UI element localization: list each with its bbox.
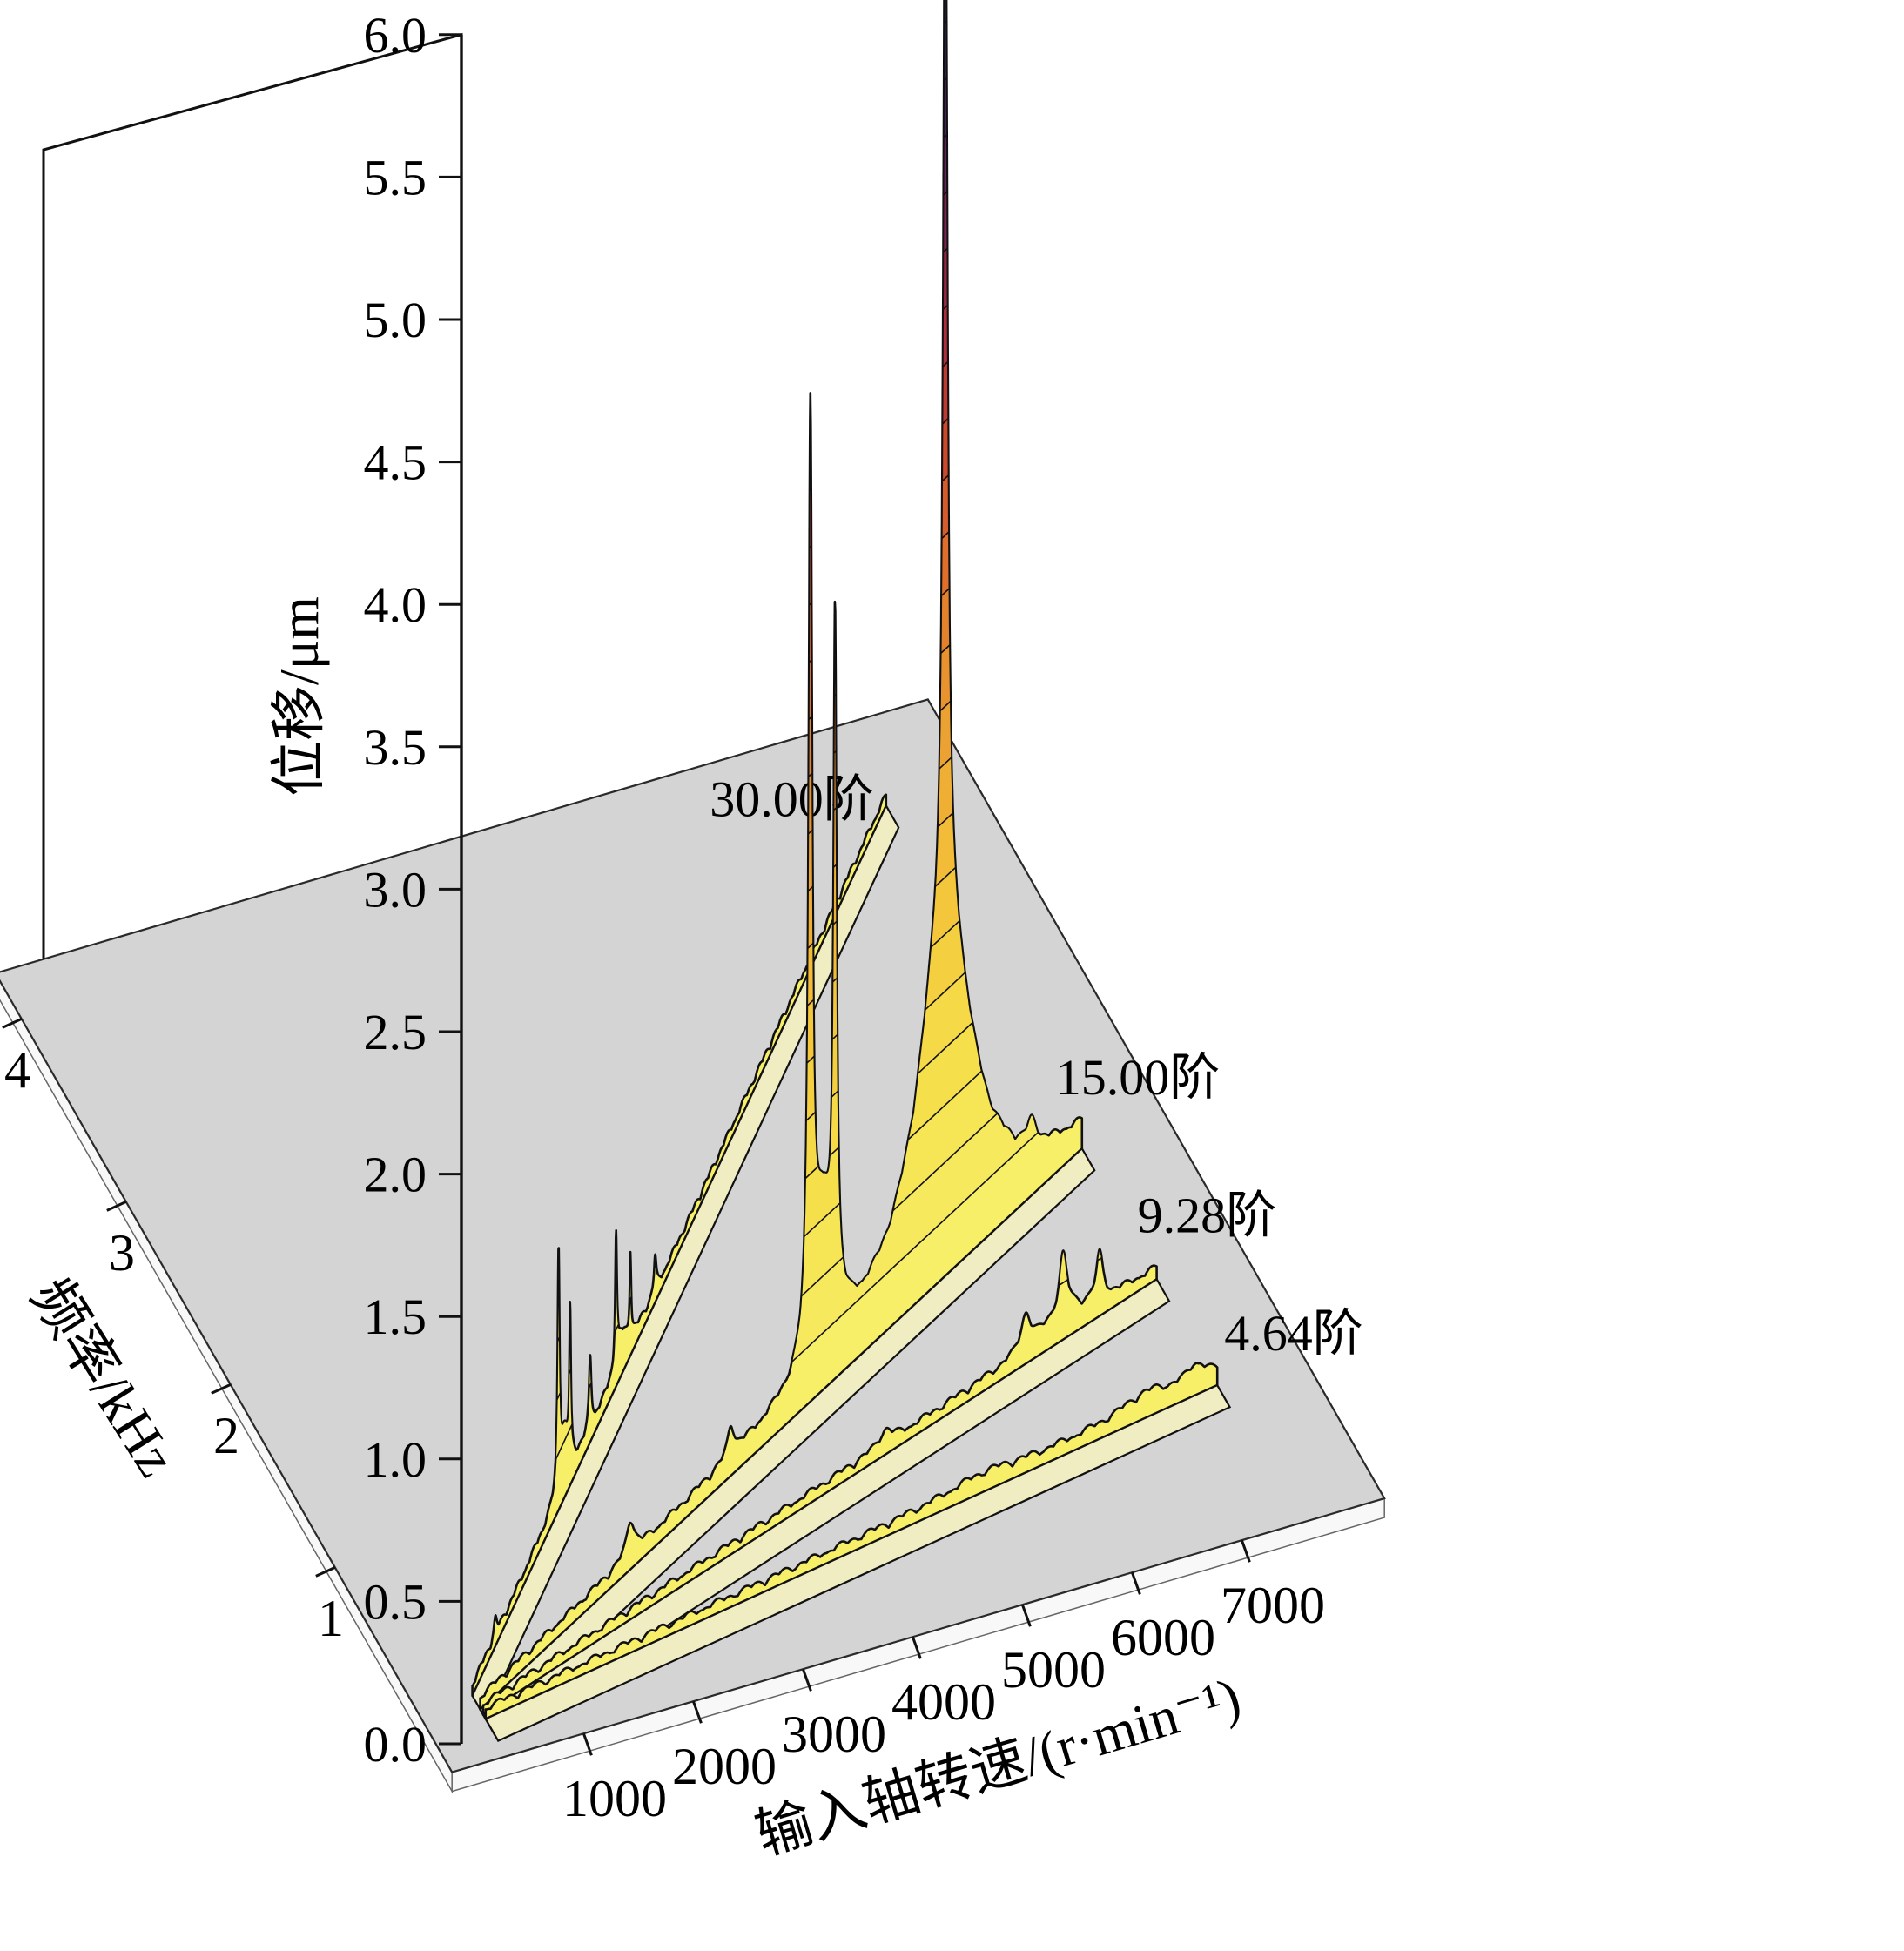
speed-tick-label: 5000	[1001, 1641, 1106, 1699]
speed-axis-tick	[1240, 1539, 1251, 1563]
speed-axis-title: 输入轴转速/(r·min⁻¹)	[749, 1665, 1247, 1867]
order-label: 15.00阶	[1056, 1049, 1221, 1106]
order-label: 30.00阶	[710, 770, 874, 827]
z-tick-label: 6.0	[364, 7, 427, 64]
freq-axis-tick	[211, 1383, 232, 1395]
ribbon-contour-band	[614, 1229, 618, 1275]
z-tick-label: 2.0	[364, 1147, 427, 1203]
ribbon-contour-band	[557, 1247, 561, 1285]
speed-tick-label: 3000	[782, 1705, 886, 1763]
ribbon-profile-9.28阶	[481, 1248, 1158, 1716]
ribbon-contour-band	[1058, 1249, 1069, 1287]
z-tick-label: 1.0	[364, 1431, 427, 1488]
speed-axis-tick	[1020, 1604, 1032, 1627]
freq-axis-title: 频率/kHz	[19, 1268, 188, 1487]
freq-tick-label: 1	[318, 1590, 344, 1647]
freq-tick-label: 2	[213, 1407, 239, 1464]
z-tick-label: 3.0	[364, 861, 427, 918]
freq-tick-label: 3	[109, 1224, 135, 1282]
ribbon-floor-band-30.00阶	[471, 804, 900, 1720]
ribbon-contour-band	[629, 1251, 633, 1302]
ribbon-floor-band-4.64阶	[484, 1383, 1232, 1743]
ribbon-contour-band	[588, 1354, 593, 1389]
speed-tick-label: 1000	[562, 1770, 667, 1827]
z-tick-label: 5.0	[364, 292, 427, 348]
speed-tick-label: 2000	[672, 1738, 777, 1795]
speed-axis-tick	[582, 1732, 593, 1756]
order-label: 9.28阶	[1138, 1187, 1277, 1243]
ribbon-profile-30.00阶	[471, 793, 888, 1698]
speed-axis-tick	[1130, 1571, 1141, 1595]
speed-tick-label: 6000	[1111, 1609, 1215, 1666]
ribbon-contour-band	[809, 392, 812, 434]
ribbon-contour-band	[943, 0, 947, 24]
z-tick-label: 0.5	[364, 1573, 427, 1630]
freq-tick-label: 4	[4, 1041, 30, 1099]
z-tick-label: 1.5	[364, 1288, 427, 1345]
z-axis-title: 位移/μm	[268, 596, 330, 797]
z-tick-label: 4.5	[364, 434, 427, 491]
speed-tick-label: 4000	[891, 1673, 996, 1731]
ribbon-contour-band	[833, 601, 837, 640]
speed-axis-tick	[911, 1636, 922, 1659]
speed-axis-tick	[691, 1700, 703, 1724]
z-tick-label: 3.5	[364, 719, 427, 776]
freq-axis-tick	[315, 1566, 336, 1578]
z-tick-label: 4.0	[364, 576, 427, 633]
ribbon-contour-band	[569, 1301, 571, 1316]
speed-axis-tick	[801, 1668, 812, 1692]
z-tick-label: 0.0	[364, 1716, 427, 1773]
speed-tick-label: 7000	[1221, 1577, 1325, 1634]
ribbon-contour-band	[1096, 1248, 1103, 1261]
z-tick-label: 5.5	[364, 149, 427, 205]
order-label: 4.64阶	[1224, 1305, 1363, 1362]
ribbon-profile-4.64阶	[484, 1362, 1219, 1720]
z-tick-label: 2.5	[364, 1004, 427, 1060]
freq-axis-tick	[106, 1201, 127, 1212]
freq-axis-tick	[2, 1018, 23, 1029]
